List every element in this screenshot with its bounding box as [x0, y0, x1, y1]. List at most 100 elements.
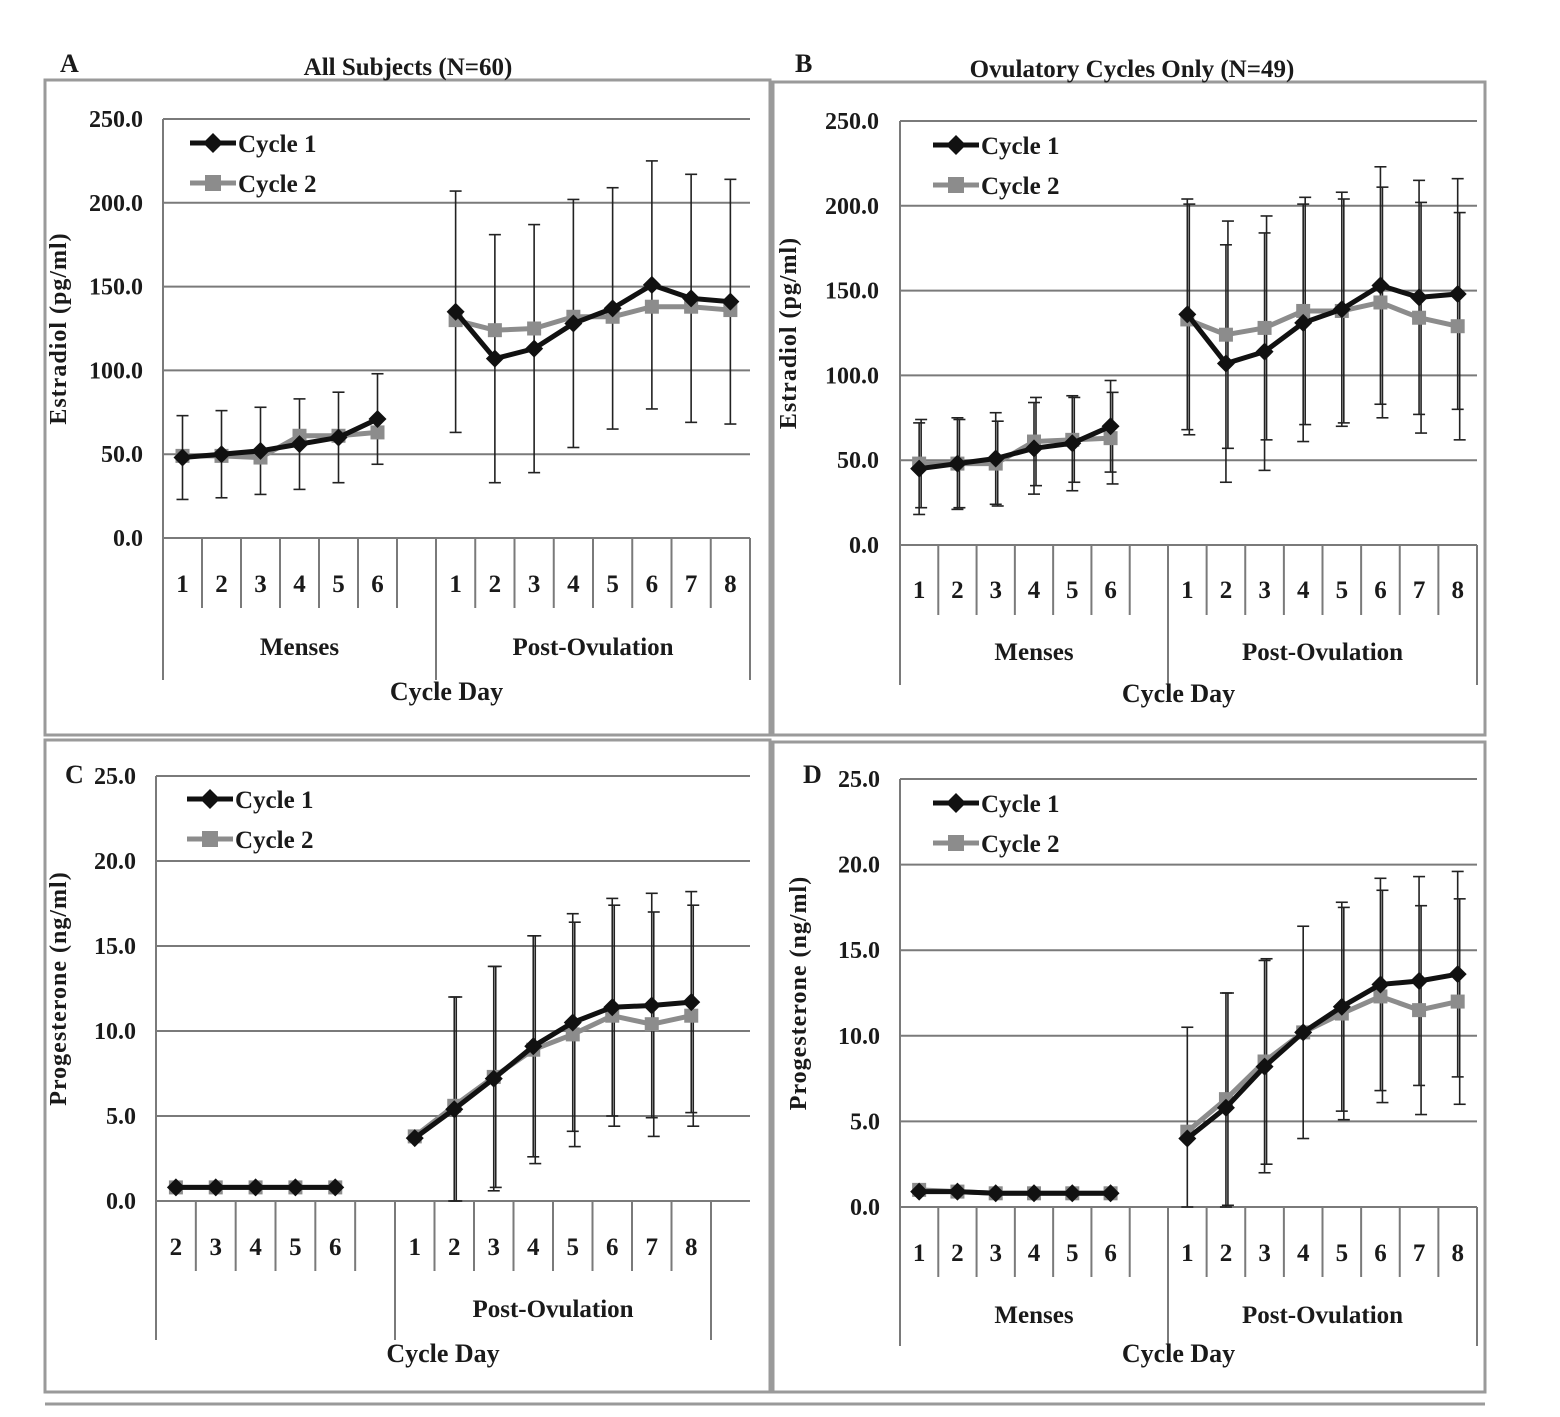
- x-tick-label: 8: [1451, 577, 1464, 604]
- data-point-cycle2: [1257, 320, 1272, 335]
- panel-frame: [43, 738, 772, 1394]
- data-point-cycle1: [1448, 284, 1467, 303]
- x-group-label: Post-Ovulation: [512, 634, 673, 661]
- x-axis-label: Cycle Day: [386, 1339, 499, 1368]
- x-tick-label: 3: [989, 577, 1002, 604]
- y-tick-label: 0.0: [849, 533, 879, 559]
- x-tick-label: 2: [215, 571, 228, 598]
- data-point-cycle1: [1448, 965, 1467, 984]
- x-tick-label: 5: [1066, 1240, 1079, 1267]
- data-point-cycle1: [1025, 1184, 1043, 1203]
- x-tick-label: 3: [254, 571, 267, 598]
- data-point-cycle1: [485, 349, 504, 368]
- legend-label: Cycle 2: [238, 171, 316, 198]
- x-tick-label: 1: [449, 571, 462, 598]
- x-tick-label: 6: [329, 1234, 342, 1261]
- x-tick-label: 1: [913, 1240, 926, 1267]
- data-point-cycle1: [1025, 439, 1043, 458]
- x-tick-label: 5: [332, 571, 345, 598]
- x-tick-label: 3: [528, 571, 541, 598]
- legend-label: Cycle 1: [238, 131, 316, 158]
- data-point-cycle2: [1373, 989, 1388, 1004]
- data-point-cycle2: [1218, 327, 1233, 342]
- data-point-cycle2: [1450, 994, 1465, 1009]
- data-point-cycle1: [1216, 354, 1235, 373]
- y-tick-label: 10.0: [94, 1019, 136, 1045]
- data-point-cycle1: [603, 998, 622, 1017]
- x-tick-label: 8: [1451, 1240, 1464, 1267]
- data-point-cycle1: [986, 1184, 1005, 1203]
- data-point-cycle1: [290, 435, 309, 454]
- panel-c: C 0.0 5.0 10.0 15.0 20.0 25.0 Progesterone (ng/…: [43, 738, 772, 1394]
- panel-letter: D: [803, 760, 822, 789]
- x-axis-label: Cycle Day: [390, 677, 503, 706]
- data-point-cycle2: [1103, 431, 1118, 446]
- x-tick-label: 1: [913, 577, 926, 604]
- y-tick-label: 5.0: [106, 1104, 136, 1130]
- x-tick-label: 1: [409, 1234, 422, 1261]
- y-tick-label: 0.0: [850, 1195, 880, 1221]
- data-point-cycle1: [948, 1182, 967, 1201]
- panel-frame: [43, 78, 772, 737]
- chart-title: Ovulatory Cycles Only (N=49): [970, 56, 1295, 83]
- data-point-cycle1: [1294, 1023, 1313, 1042]
- y-tick-label: 0.0: [106, 1189, 136, 1215]
- y-tick-label: 25.0: [838, 767, 880, 793]
- data-point-cycle1: [1178, 305, 1197, 324]
- y-tick-label: 250.0: [825, 109, 879, 135]
- y-axis-label: Estradiol (pg/ml): [46, 232, 72, 424]
- legend-marker: [948, 177, 964, 193]
- x-tick-label: 5: [606, 571, 619, 598]
- x-tick-label: 1: [1181, 577, 1194, 604]
- y-tick-label: 20.0: [94, 849, 136, 875]
- data-point-cycle1: [1101, 1184, 1120, 1203]
- data-point-cycle1: [329, 428, 348, 447]
- data-point-cycle1: [1178, 1129, 1197, 1148]
- data-point-cycle1: [1216, 1098, 1235, 1117]
- data-point-cycle2: [644, 1017, 659, 1032]
- data-point-cycle2: [527, 321, 542, 336]
- x-tick-label: 7: [1413, 1240, 1426, 1267]
- panel-b: B Ovulatory Cycles Only (N=49) 0.0 50.0 100.…: [771, 49, 1487, 737]
- x-tick-label: 2: [170, 1234, 183, 1261]
- y-tick-label: 250.0: [89, 107, 143, 133]
- x-tick-label: 6: [1374, 1240, 1387, 1267]
- x-tick-label: 3: [989, 1240, 1002, 1267]
- x-tick-label: 5: [1336, 577, 1349, 604]
- x-group-label: Post-Ovulation: [472, 1296, 633, 1323]
- data-point-cycle1: [524, 1037, 543, 1056]
- data-point-cycle1: [1063, 434, 1082, 453]
- data-point-cycle1: [1101, 417, 1120, 436]
- legend-label: Cycle 1: [981, 133, 1059, 160]
- x-tick-label: 2: [951, 1240, 964, 1267]
- data-point-cycle1: [1255, 342, 1274, 361]
- data-point-cycle1: [682, 993, 701, 1012]
- data-point-cycle1: [910, 1182, 929, 1201]
- x-tick-label: 8: [685, 1234, 698, 1261]
- x-group-label: Menses: [260, 634, 339, 661]
- data-point-cycle1: [326, 1178, 345, 1197]
- x-tick-label: 2: [1220, 577, 1233, 604]
- panel-letter: B: [795, 49, 812, 78]
- legend-label: Cycle 2: [981, 831, 1059, 858]
- x-tick-label: 2: [448, 1234, 461, 1261]
- data-point-cycle2: [565, 1027, 580, 1042]
- y-tick-label: 100.0: [89, 358, 143, 384]
- x-tick-label: 4: [567, 571, 580, 598]
- legend-marker: [200, 789, 220, 809]
- series-line-cycle1: [919, 1189, 1111, 1196]
- x-axis-label: Cycle Day: [1122, 1339, 1235, 1368]
- data-point-cycle1: [286, 1178, 305, 1197]
- y-tick-label: 15.0: [94, 934, 136, 960]
- data-point-cycle1: [603, 299, 622, 318]
- y-tick-label: 150.0: [825, 279, 879, 305]
- x-tick-label: 5: [1066, 577, 1079, 604]
- legend-marker: [946, 793, 966, 813]
- data-point-cycle1: [1255, 1057, 1274, 1076]
- panel-frame: [771, 80, 1487, 737]
- x-tick-label: 1: [1181, 1240, 1194, 1267]
- data-point-cycle1: [368, 410, 387, 429]
- y-tick-label: 150.0: [89, 275, 143, 301]
- x-tick-label: 6: [1374, 577, 1387, 604]
